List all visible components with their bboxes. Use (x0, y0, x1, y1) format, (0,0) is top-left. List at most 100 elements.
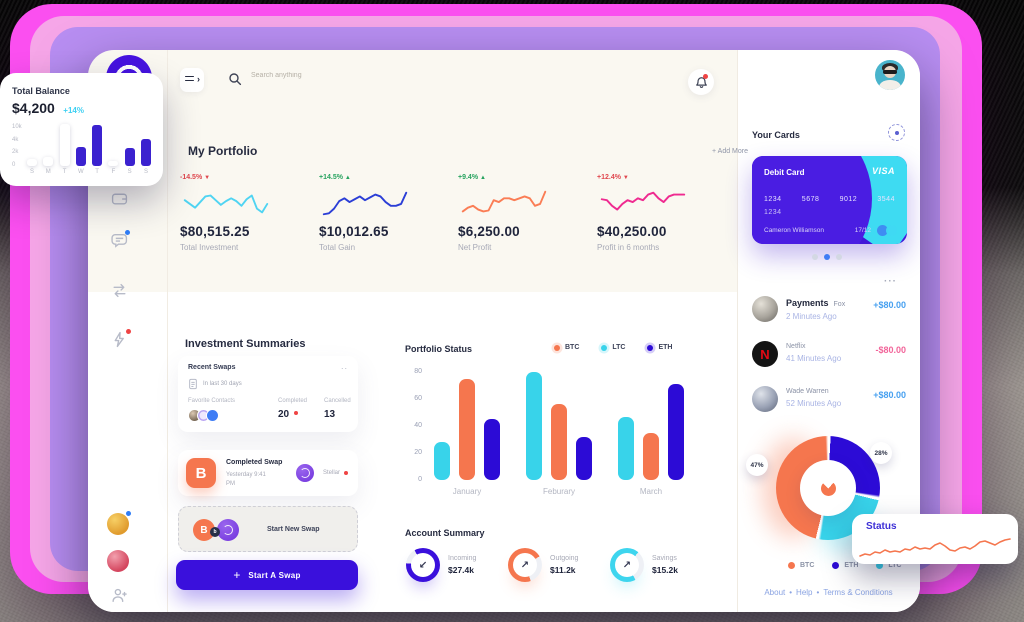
alert-dot (344, 471, 348, 475)
account-texts: Incoming $27.4k (448, 555, 476, 575)
bar-column: S (27, 159, 37, 175)
payment-name-text: Fox (833, 301, 846, 308)
favorite-contacts-label: Favorite Contacts (188, 398, 236, 404)
arrow-icon: ↗ (513, 553, 537, 577)
stat-label: Profit in 6 months (597, 243, 660, 252)
footer-link[interactable]: Help (796, 588, 813, 597)
bar-eth (484, 419, 500, 480)
recent-swaps-subtitle-row: In last 30 days (188, 378, 242, 390)
sidebar-add-contact[interactable] (111, 587, 128, 604)
footer-links: About • Help • Terms & Conditions (737, 588, 920, 597)
y-axis-tick: 0 (418, 476, 422, 483)
stat-change: +14.5% ▲ (319, 174, 351, 181)
y-axis: 10k 4k 2k 0 (12, 124, 27, 168)
account-item-outgoing: ↗ Outgoing $11.2k (508, 548, 584, 582)
balance-bar (108, 160, 119, 166)
y-axis-tick: 2k (12, 149, 19, 156)
bar-btc (551, 404, 567, 480)
pagination-dot[interactable] (824, 254, 830, 260)
add-more-button[interactable]: + Add More (712, 148, 748, 155)
payment-texts: Wade Warren 52 Minutes Ago (786, 386, 841, 415)
account-item-incoming: ↙ Incoming $27.4k (406, 548, 482, 582)
swap-icon (113, 283, 126, 298)
trend-up-icon: ▲ (480, 175, 486, 181)
pie-glyph-icon (820, 480, 836, 496)
legend-dot (788, 562, 795, 569)
footer-link[interactable]: About (764, 588, 786, 597)
day-label: S (143, 168, 148, 175)
stat-sparkline (461, 190, 547, 213)
x-axis-label: January (452, 487, 482, 496)
document-icon (189, 378, 197, 390)
payment-row[interactable]: N Netflix 41 Minutes Ago -$80.00 (752, 341, 906, 370)
investment-section-title: Investment Summaries (185, 338, 306, 350)
user-avatar[interactable] (875, 60, 905, 90)
card-type: Debit Card (764, 168, 805, 177)
scan-icon[interactable] (888, 124, 905, 141)
pagination-dot[interactable] (836, 254, 842, 260)
legend-item-eth[interactable]: ETH (647, 344, 672, 351)
portfolio-status-chart: 80 60 40 20 0 January Feburary March (404, 368, 734, 518)
notification-dot (125, 230, 130, 235)
more-options-icon[interactable]: ··· (884, 276, 897, 287)
sidebar-contact-avatar-2[interactable] (107, 550, 129, 572)
stat-change: -14.5% ▼ (180, 174, 211, 181)
footer-link[interactable]: Terms & Conditions (823, 588, 893, 597)
menu-toggle-button[interactable]: › (180, 68, 204, 92)
total-balance-amount: $4,200 (12, 100, 55, 116)
stat-value: $10,012.65 (319, 224, 389, 239)
balance-bar (124, 148, 135, 166)
donut-legend-item-ltc[interactable]: LTC (876, 562, 901, 569)
stat-label: Net Profit (458, 243, 492, 252)
donut-legend: BTC ETH LTC (788, 562, 901, 569)
portfolio-stats-row: -14.5% ▼ $80,515.25 Total Investment +14.5%… (180, 174, 723, 252)
pagination-dot[interactable] (812, 254, 818, 260)
coin-badge-icon: b (210, 527, 220, 537)
legend-item-ltc[interactable]: LTC (601, 344, 625, 351)
legend-label: BTC (565, 344, 580, 351)
sidebar-item-wallet[interactable] (111, 190, 128, 207)
notification-dot (703, 74, 708, 79)
notifications-button[interactable] (688, 69, 714, 95)
payments-section-title: Payments (786, 298, 829, 308)
total-balance-change: +14% (63, 106, 84, 115)
donut-legend-item-btc[interactable]: BTC (788, 562, 814, 569)
sidebar-item-messages[interactable] (111, 230, 130, 249)
payment-name-text: Wade Warren (786, 388, 829, 395)
balance-bar (59, 124, 70, 166)
recent-swaps-title: Recent Swaps (188, 364, 236, 371)
account-summary-row: ↙ Incoming $27.4k ↗ Outgoing $11.2k ↗ Savings $1… (406, 548, 686, 582)
completed-swap-card[interactable]: B Completed Swap Yesterday 9:41 PM Stell… (178, 450, 358, 496)
day-label: S (29, 168, 34, 175)
day-label: M (45, 168, 51, 175)
hamburger-icon (185, 79, 194, 82)
start-a-swap-button[interactable]: + Start A Swap (176, 560, 358, 590)
balance-bar (43, 157, 54, 166)
progress-ring: ↙ (406, 548, 440, 582)
card-number-group: 9012 (839, 196, 858, 203)
contact-avatar[interactable] (206, 409, 219, 422)
start-new-swap-dropzone[interactable]: B b Start New Swap (178, 506, 358, 552)
sidebar-item-activity[interactable] (111, 329, 131, 348)
sidebar-item-swap[interactable] (111, 282, 128, 299)
search-input[interactable] (249, 71, 409, 80)
portfolio-stat-card: -14.5% ▼ $80,515.25 Total Investment (180, 174, 306, 252)
bitcoin-icon: B (193, 519, 215, 541)
legend-item-btc[interactable]: BTC (554, 344, 579, 351)
more-options-icon[interactable]: .. (340, 361, 348, 371)
recent-swaps-card: Recent Swaps .. In last 30 days Favorite… (178, 356, 358, 432)
stat-sparkline (600, 191, 686, 211)
legend-dot (832, 562, 840, 569)
status-widget: Status (852, 514, 1018, 564)
payment-row[interactable]: Payments Fox 2 Minutes Ago +$80.00 (752, 296, 906, 325)
donut-legend-item-eth[interactable]: ETH (832, 562, 858, 569)
card-number-group: 3544 (877, 196, 895, 203)
debit-card[interactable]: Debit Card VISA 1234 5678 9012 3544 1234 Ca… (752, 156, 907, 244)
chart-legend: BTC LTC ETH (554, 344, 672, 351)
day-label: F (111, 168, 116, 175)
payment-name: Payments Fox (786, 298, 845, 308)
bar-ltc (618, 416, 634, 480)
sidebar-contact-avatar-1[interactable] (107, 511, 131, 535)
add-person-icon (112, 588, 127, 603)
payment-row[interactable]: Wade Warren 52 Minutes Ago +$80.00 (752, 386, 906, 415)
